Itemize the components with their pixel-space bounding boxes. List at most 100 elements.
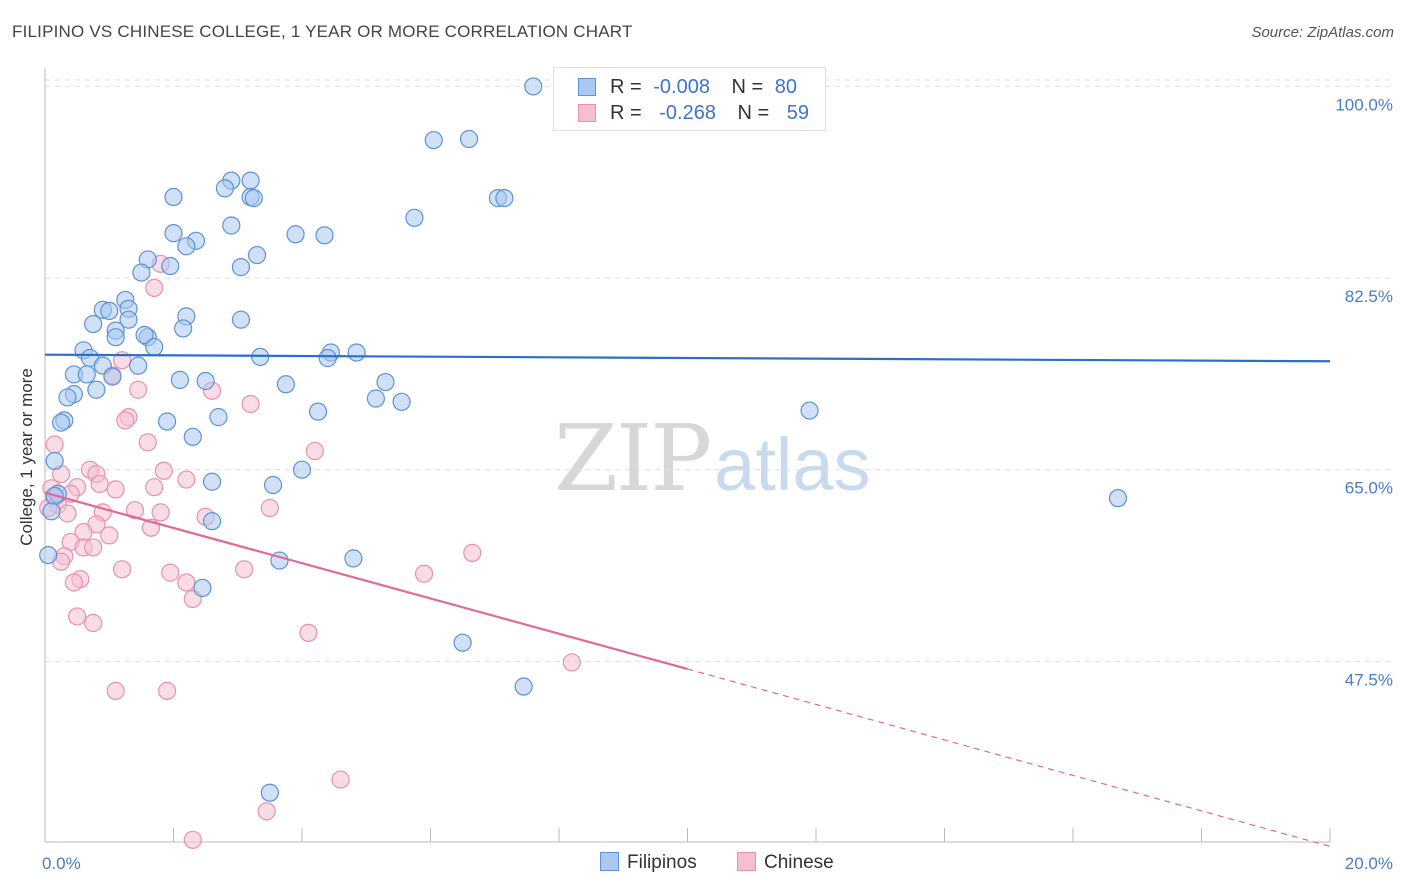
chinese-trend-line: [44, 491, 688, 671]
filipinos-point: [209, 408, 228, 427]
correlation-legend: R = -0.008 N = 80 R = -0.268 N = 59: [553, 67, 826, 131]
filipinos-r-label: R =: [610, 76, 642, 98]
chinese-point: [125, 501, 145, 520]
chinese-point: [157, 681, 177, 700]
legend-item-chinese[interactable]: Chinese: [737, 852, 834, 874]
chinese-legend-swatch: [737, 852, 756, 871]
filipinos-point: [514, 677, 533, 696]
filipinos-point: [276, 375, 296, 394]
x-tick-label: 0.0%: [42, 854, 81, 873]
filipinos-point: [51, 413, 71, 432]
filipinos-point: [87, 380, 106, 399]
filipinos-point: [170, 370, 190, 389]
filipinos-point: [58, 388, 77, 407]
chinese-point: [58, 504, 77, 523]
filipinos-point: [263, 475, 283, 495]
filipinos-swatch: [578, 78, 596, 96]
filipinos-point: [347, 343, 366, 362]
chinese-point: [106, 681, 125, 700]
chinese-point: [154, 461, 173, 480]
filipinos-point: [202, 512, 222, 531]
filipinos-point: [376, 372, 395, 392]
chinese-point: [235, 560, 254, 579]
filipinos-point: [392, 392, 411, 411]
filipinos-point: [106, 328, 125, 347]
chinese-point: [257, 802, 276, 821]
filipinos-point: [260, 783, 279, 802]
filipinos-point: [495, 189, 514, 208]
chinese-point: [68, 607, 87, 626]
trend-lines: [44, 353, 1331, 847]
watermark-atlas: atlas: [714, 423, 871, 506]
chinese-point: [463, 543, 482, 563]
filipinos-r-value: -0.008: [653, 76, 710, 98]
chinese-point: [64, 573, 84, 592]
filipinos-point: [42, 502, 61, 521]
filipinos-point: [100, 301, 119, 321]
chinese-point: [151, 503, 170, 522]
filipinos-point: [196, 371, 215, 391]
filipinos-point: [286, 225, 305, 244]
chinese-point: [145, 478, 164, 497]
filipinos-point: [318, 348, 337, 368]
filipinos-point: [77, 365, 96, 384]
watermark-zip: ZIP: [554, 405, 712, 512]
filipinos-point: [183, 427, 202, 446]
filipinos-point: [84, 314, 103, 334]
chinese-point: [100, 526, 119, 545]
chinese-r-value: -0.268: [659, 102, 716, 124]
chinese-point: [305, 441, 324, 461]
y-tick-label: 82.5%: [1345, 287, 1393, 306]
filipinos-legend-swatch: [600, 852, 619, 871]
filipinos-point: [292, 460, 312, 479]
filipinos-trend-line: [44, 353, 1331, 363]
watermark: ZIPatlas: [554, 405, 870, 512]
chinese-point: [90, 474, 109, 494]
chinese-r-label: R =: [610, 102, 642, 124]
filipinos-point: [800, 401, 819, 420]
chinese-n-value: 59: [786, 102, 810, 124]
filipinos-legend-label: Filipinos: [627, 852, 697, 873]
legend-item-filipinos[interactable]: Filipinos: [600, 852, 697, 874]
filipinos-point: [315, 226, 334, 245]
x-tick-label: 20.0%: [1345, 854, 1393, 873]
filipinos-point: [459, 129, 479, 149]
filipinos-point: [135, 325, 154, 345]
filipinos-point: [308, 402, 328, 421]
filipinos-point: [1108, 489, 1128, 508]
chinese-trend-extension: [687, 668, 1331, 847]
filipinos-n-label: N =: [731, 76, 764, 98]
filipinos-point: [132, 263, 151, 282]
y-tick-label: 100.0%: [1335, 95, 1393, 114]
chinese-point: [177, 573, 196, 592]
chinese-point: [112, 560, 132, 579]
chinese-point: [331, 770, 350, 789]
chinese-point: [84, 613, 103, 633]
data-points: [39, 77, 1128, 849]
filipinos-point: [231, 310, 251, 329]
filipinos-n-value: 80: [774, 76, 798, 98]
filipinos-point: [177, 237, 196, 256]
filipinos-point: [45, 451, 64, 471]
chinese-point: [161, 563, 180, 582]
filipinos-point: [222, 216, 241, 235]
filipinos-point: [453, 633, 472, 652]
filipinos-point: [244, 189, 263, 208]
chinese-point: [145, 278, 164, 298]
filipinos-point: [145, 337, 164, 357]
chinese-point: [177, 470, 196, 489]
filipinos-point: [524, 77, 543, 96]
y-tick-label: 65.0%: [1345, 479, 1393, 498]
filipinos-point: [241, 171, 260, 190]
filipinos-point: [193, 578, 212, 598]
chinese-swatch: [578, 104, 596, 122]
filipinos-point: [119, 310, 138, 329]
chinese-point: [260, 498, 279, 518]
chinese-point: [299, 623, 318, 642]
chinese-n-label: N =: [737, 102, 770, 124]
chinese-point: [183, 830, 202, 849]
filipinos-point: [344, 549, 363, 568]
filipinos-point: [39, 546, 58, 565]
filipinos-point: [157, 412, 177, 431]
